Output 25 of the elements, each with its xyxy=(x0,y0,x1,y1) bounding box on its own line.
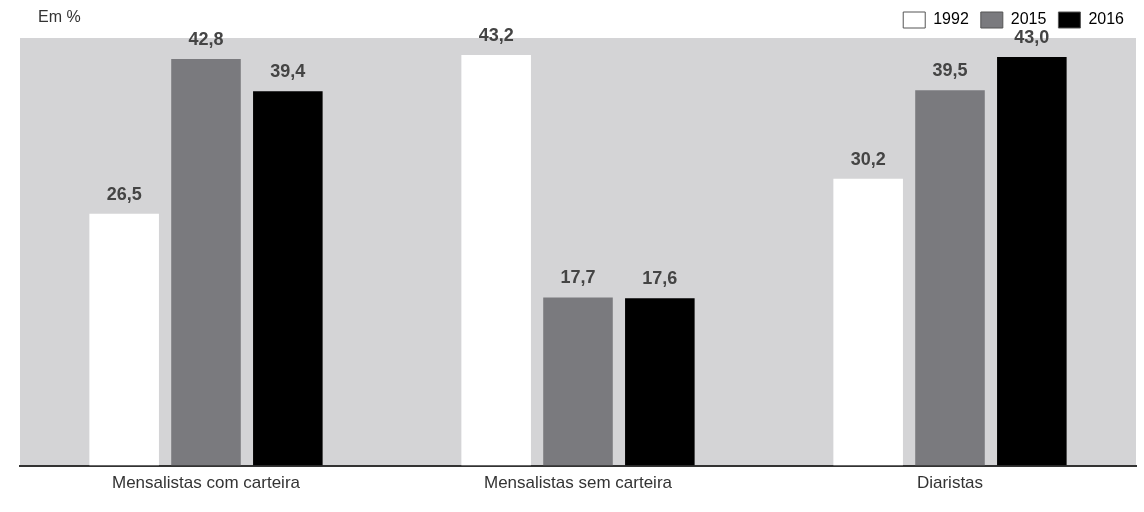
data-label: 43,2 xyxy=(478,25,514,46)
y-axis-title: Em % xyxy=(38,8,81,26)
bar xyxy=(543,297,613,466)
data-label: 30,2 xyxy=(850,148,886,169)
bar xyxy=(253,91,323,466)
data-label: 26,5 xyxy=(106,183,142,204)
x-tick-label: Diaristas xyxy=(916,473,984,493)
x-tick-label: Mensalistas com carteira xyxy=(111,473,301,493)
legend-label: 2015 xyxy=(1010,10,1047,28)
bar xyxy=(461,55,531,466)
data-label: 17,7 xyxy=(560,267,596,288)
legend-label: 1992 xyxy=(933,10,969,28)
bar xyxy=(625,298,695,466)
bar xyxy=(89,213,159,466)
data-label: 42,8 xyxy=(188,28,224,49)
bar xyxy=(997,57,1067,466)
data-label: 39,4 xyxy=(270,61,306,82)
bar xyxy=(915,90,985,466)
data-label: 43,0 xyxy=(1014,26,1050,47)
bar xyxy=(171,58,241,466)
data-label: 17,6 xyxy=(642,268,678,289)
legend-label: 2016 xyxy=(1088,10,1125,28)
bar xyxy=(833,178,903,466)
x-tick-label: Mensalistas sem carteira xyxy=(483,473,673,493)
data-label: 39,5 xyxy=(932,60,968,81)
